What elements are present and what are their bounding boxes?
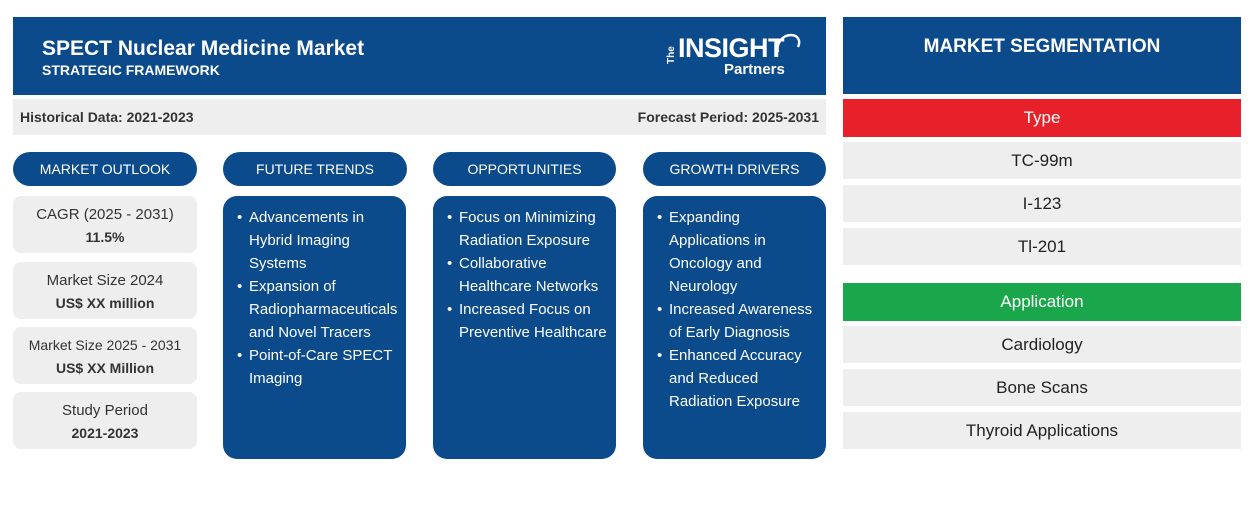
- driver-item: Enhanced Accuracy and Reduced Radiation …: [657, 344, 820, 413]
- trend-item: Point-of-Care SPECT Imaging: [237, 344, 400, 390]
- opportunities-panel: Focus on Minimizing Radiation Exposure C…: [433, 196, 616, 459]
- application-item: Bone Scans: [843, 369, 1241, 406]
- stat-label: Market Size 2025 - 2031: [28, 337, 182, 353]
- segmentation-header: MARKET SEGMENTATION: [843, 17, 1241, 94]
- growth-drivers-panel: Expanding Applications in Oncology and N…: [643, 196, 826, 459]
- stat-label: Study Period: [62, 402, 148, 419]
- future-trends-panel: Advancements in Hybrid Imaging Systems E…: [223, 196, 406, 459]
- opportunities-header: OPPORTUNITIES: [433, 152, 616, 186]
- opportunity-item: Increased Focus on Preventive Healthcare: [447, 298, 610, 344]
- type-item: Tl-201: [843, 228, 1241, 265]
- stat-value: 11.5%: [85, 229, 125, 245]
- page-title: SPECT Nuclear Medicine Market: [42, 37, 365, 60]
- historical-period: Historical Data: 2021-2023: [20, 109, 194, 125]
- logo-swoosh-icon: [776, 33, 801, 53]
- page-subtitle: STRATEGIC FRAMEWORK: [42, 62, 220, 78]
- forecast-period: Forecast Period: 2025-2031: [637, 109, 819, 125]
- period-bar: Historical Data: 2021-2023 Forecast Peri…: [13, 99, 826, 135]
- stat-label: Market Size 2024: [46, 272, 164, 289]
- cagr-card: CAGR (2025 - 2031) 11.5%: [13, 196, 197, 253]
- stat-value: US$ XX million: [55, 295, 155, 311]
- stat-label: CAGR (2025 - 2031): [36, 206, 174, 223]
- logo-insight-text: INSIGHT: [678, 33, 785, 63]
- type-item: TC-99m: [843, 142, 1241, 179]
- market-size-2024-card: Market Size 2024 US$ XX million: [13, 262, 197, 319]
- driver-item: Expanding Applications in Oncology and N…: [657, 206, 820, 298]
- driver-item: Increased Awareness of Early Diagnosis: [657, 298, 820, 344]
- application-item: Thyroid Applications: [843, 412, 1241, 449]
- logo-the-text: The: [666, 46, 677, 64]
- trend-item: Expansion of Radiopharmaceuticals and No…: [237, 275, 400, 344]
- market-size-forecast-card: Market Size 2025 - 2031 US$ XX Million: [13, 327, 197, 384]
- growth-drivers-header: GROWTH DRIVERS: [643, 152, 826, 186]
- future-trends-header: FUTURE TRENDS: [223, 152, 407, 186]
- title-banner: SPECT Nuclear Medicine Market STRATEGIC …: [13, 17, 826, 95]
- study-period-card: Study Period 2021-2023: [13, 392, 197, 449]
- stat-value: US$ XX Million: [55, 360, 154, 376]
- type-category-header: Type: [843, 99, 1241, 137]
- insight-partners-logo: The INSIGHT Partners: [666, 33, 806, 82]
- logo-partners-text: Partners: [724, 61, 785, 78]
- opportunity-item: Focus on Minimizing Radiation Exposure: [447, 206, 610, 252]
- trend-item: Advancements in Hybrid Imaging Systems: [237, 206, 400, 275]
- stat-value: 2021-2023: [71, 425, 139, 441]
- market-outlook-header: MARKET OUTLOOK: [13, 152, 197, 186]
- opportunity-item: Collaborative Healthcare Networks: [447, 252, 610, 298]
- application-category-header: Application: [843, 283, 1241, 321]
- type-item: I-123: [843, 185, 1241, 222]
- application-item: Cardiology: [843, 326, 1241, 363]
